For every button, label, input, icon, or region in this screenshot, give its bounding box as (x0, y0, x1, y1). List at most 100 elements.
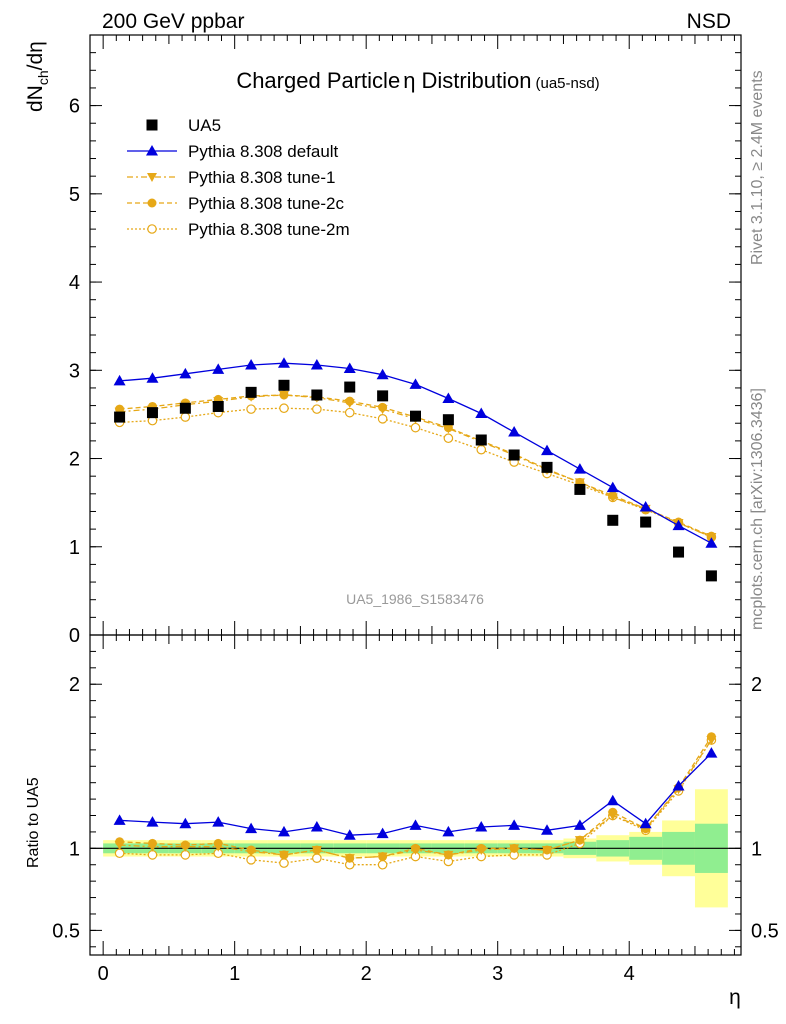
ratio-point-pythia-8-308-tune-1 (311, 845, 322, 855)
point-pythia-8-308-tune-2m (410, 422, 421, 433)
x-axis-label: η (729, 986, 741, 1009)
point-pythia-8-308-default (639, 501, 652, 512)
ratio-point-pythia-8-308-tune-1 (607, 811, 618, 821)
ratio-point-pythia-8-308-default (212, 816, 225, 827)
point-ua5 (245, 386, 257, 398)
ylabel-sub: ch (35, 70, 51, 85)
point-pythia-8-308-default (508, 426, 521, 437)
legend-item-pythia-8-308-tune-2m: Pythia 8.308 tune-2m (127, 220, 350, 239)
point-ua5 (640, 516, 652, 528)
ratio-point-pythia-8-308-tune-1 (377, 852, 388, 862)
ratio-point-pythia-8-308-default (113, 814, 126, 825)
y-tick-label: 5 (69, 184, 80, 206)
point-pythia-8-308-tune-2m (476, 444, 487, 455)
ratio-point-pythia-8-308-tune-1 (344, 854, 355, 864)
ratio-point-pythia-8-308-tune-1 (147, 842, 158, 852)
y-tick-label: 6 (69, 96, 80, 118)
ratio-point-pythia-8-308-tune-1 (542, 845, 553, 855)
ratio-point-pythia-8-308-tune-1 (509, 844, 520, 854)
ratio-point-pythia-8-308-tune-1 (180, 842, 191, 852)
series-pythia-8-308-default (113, 357, 718, 548)
point-pythia-8-308-default (113, 374, 126, 386)
ylabel-base: dN (24, 85, 47, 112)
point-pythia-8-308-default (606, 481, 619, 493)
ratio-point-pythia-8-308-tune-1 (410, 845, 421, 855)
ratio-point-pythia-8-308-default (442, 825, 455, 837)
y-tick-label: 2 (69, 674, 80, 696)
legend: UA5 Pythia 8.308 default Pythia 8.308 tune… (127, 116, 350, 239)
point-pythia-8-308-tune-1 (443, 424, 454, 434)
point-pythia-8-308-default (376, 368, 389, 380)
legend-item-pythia-8-308-default: Pythia 8.308 default (127, 142, 339, 161)
ratio-panel-frame (89, 634, 742, 956)
ratio-panel-marks (113, 732, 718, 870)
point-ua5 (442, 414, 454, 426)
point-ua5 (311, 389, 323, 401)
ratio-series-pythia-8-308-default (113, 747, 718, 840)
point-pythia-8-308-tune-1 (344, 398, 355, 408)
title-suffix: (ua5-nsd) (535, 75, 599, 92)
point-ua5 (212, 400, 224, 412)
ratio-point-pythia-8-308-tune-1 (574, 836, 585, 846)
point-ua5 (607, 514, 619, 526)
ratio-point-pythia-8-308-default (606, 794, 619, 806)
ratio-point-pythia-8-308-default (245, 822, 258, 834)
legend-marker (147, 224, 157, 234)
point-ua5 (541, 461, 553, 473)
ratio-point-pythia-8-308-default (146, 816, 159, 827)
legend-label: Pythia 8.308 tune-2m (188, 220, 350, 239)
point-ua5 (475, 434, 487, 446)
point-ua5 (574, 483, 586, 495)
point-pythia-8-308-tune-1 (607, 493, 618, 503)
ratio-point-pythia-8-308-tune-2m (180, 850, 191, 860)
legend-marker (146, 119, 158, 131)
title-main2: Distribution (421, 68, 531, 93)
ratio-point-pythia-8-308-tune-2m (114, 848, 125, 859)
legend-item-ua5: UA5 (146, 116, 221, 135)
legend-label: Pythia 8.308 default (188, 142, 339, 161)
point-pythia-8-308-tune-2m (344, 407, 355, 418)
legend-label: UA5 (188, 116, 221, 135)
chart-title: Charged Particle η Distribution (ua5-nsd) (236, 68, 599, 93)
y-tick-label: 0.5 (52, 920, 80, 942)
x-tick-label: 3 (492, 963, 503, 985)
ratio-point-pythia-8-308-default (409, 819, 422, 830)
y-tick-label: 3 (69, 360, 80, 382)
legend-marker (146, 145, 158, 156)
ratio-point-pythia-8-308-default (705, 747, 718, 758)
point-pythia-8-308-default (343, 362, 356, 374)
legend-marker (147, 198, 157, 208)
point-pythia-8-308-default (310, 359, 323, 370)
mcplots-label: mcplots.cern.ch [arXiv:1306.3436] (749, 388, 766, 630)
point-pythia-8-308-default (146, 372, 159, 383)
y-tick-label: 4 (69, 272, 80, 294)
ratio-point-pythia-8-308-tune-2m (246, 855, 256, 865)
point-pythia-8-308-default (409, 378, 422, 389)
point-pythia-8-308-default (541, 444, 554, 456)
point-ua5 (114, 411, 126, 423)
point-ua5 (705, 570, 717, 582)
y-tick-label: 1 (69, 537, 80, 559)
point-pythia-8-308-tune-2m (377, 414, 388, 424)
point-pythia-8-308-tune-2m (246, 404, 256, 414)
ratio-point-pythia-8-308-default (573, 819, 586, 830)
ratio-point-pythia-8-308-default (541, 824, 554, 835)
header-right: NSD (687, 10, 731, 33)
point-pythia-8-308-tune-2m (443, 433, 454, 444)
rivet-label: Rivet 3.1.10, ≥ 2.4M events (749, 70, 766, 265)
ratio-panel: 0.5 0.5 1 1 2 2 0 1 2 3 4 (52, 634, 779, 985)
main-panel: 0 1 2 3 4 5 6 (69, 34, 742, 647)
main-panel-axes: 0 1 2 3 4 5 6 (69, 35, 741, 647)
title-main: Charged Particle (236, 68, 400, 93)
main-panel-marks (113, 357, 718, 582)
point-ua5 (377, 390, 389, 402)
point-pythia-8-308-tune-2m (279, 403, 289, 414)
legend-item-pythia-8-308-tune-1: Pythia 8.308 tune-1 (127, 168, 335, 187)
point-ua5 (508, 449, 520, 461)
x-tick-label: 0 (98, 963, 109, 985)
point-ua5 (673, 546, 685, 558)
ratio-point-pythia-8-308-default (277, 825, 290, 837)
point-ua5 (278, 379, 290, 391)
ratio-point-pythia-8-308-tune-1 (278, 850, 289, 860)
